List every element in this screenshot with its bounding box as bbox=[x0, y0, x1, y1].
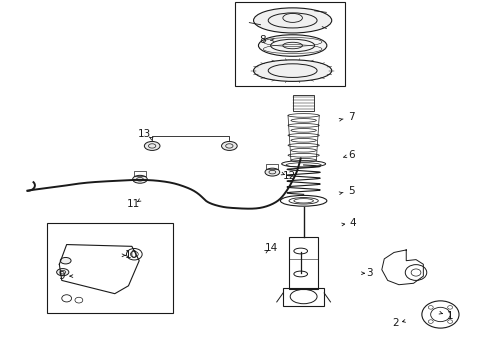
Ellipse shape bbox=[253, 60, 332, 81]
Ellipse shape bbox=[60, 257, 71, 264]
Text: 13: 13 bbox=[138, 130, 151, 139]
Ellipse shape bbox=[133, 175, 147, 183]
Ellipse shape bbox=[221, 141, 237, 150]
Ellipse shape bbox=[258, 35, 327, 56]
Text: 7: 7 bbox=[348, 112, 355, 122]
Bar bbox=[235, 3, 345, 86]
Text: 3: 3 bbox=[367, 268, 373, 278]
Bar bbox=[47, 223, 172, 313]
Bar bbox=[134, 171, 146, 176]
Text: 8: 8 bbox=[259, 35, 266, 45]
Bar bbox=[283, 288, 324, 306]
Text: 14: 14 bbox=[265, 243, 278, 253]
Text: 11: 11 bbox=[127, 199, 140, 210]
Text: 9: 9 bbox=[58, 271, 65, 281]
Ellipse shape bbox=[265, 168, 280, 176]
Ellipse shape bbox=[253, 8, 332, 33]
Text: 1: 1 bbox=[447, 311, 454, 321]
Ellipse shape bbox=[57, 269, 69, 276]
Bar bbox=[267, 164, 278, 168]
Text: 12: 12 bbox=[282, 171, 295, 181]
Bar bbox=[289, 237, 318, 289]
Text: 10: 10 bbox=[125, 250, 138, 260]
Text: 6: 6 bbox=[348, 150, 355, 160]
Text: 5: 5 bbox=[348, 186, 355, 196]
Bar bbox=[293, 95, 315, 111]
Ellipse shape bbox=[145, 141, 160, 150]
Text: 2: 2 bbox=[392, 319, 399, 328]
Text: 4: 4 bbox=[349, 218, 356, 228]
